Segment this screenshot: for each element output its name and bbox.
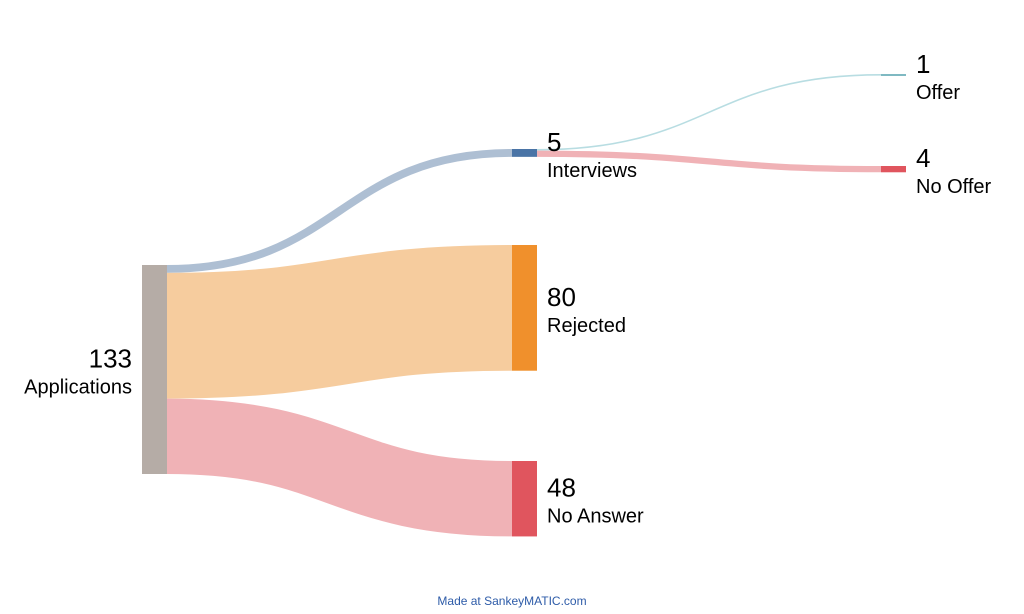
node-no_offer-value: 4 xyxy=(916,143,930,173)
flow-applications-to-interviews xyxy=(166,148,513,273)
node-applications-value: 133 xyxy=(89,343,132,373)
flow-applications-to-rejected xyxy=(166,245,513,399)
node-offer-value: 1 xyxy=(916,49,930,79)
node-no_offer-label: No Offer xyxy=(916,176,992,198)
node-interviews-value: 5 xyxy=(547,127,561,157)
sankey-links xyxy=(166,74,882,537)
node-rejected xyxy=(512,245,537,371)
node-rejected-label: Rejected xyxy=(547,315,626,337)
node-no_answer-value: 48 xyxy=(547,473,576,503)
node-rejected-value: 80 xyxy=(547,282,576,312)
node-offer xyxy=(881,74,906,76)
node-no_offer xyxy=(881,166,906,173)
node-applications xyxy=(142,265,167,474)
flow-applications-to-no_answer xyxy=(166,398,513,537)
node-no_answer-label: No Answer xyxy=(547,506,644,528)
sankey-nodes xyxy=(142,74,906,537)
node-offer-label: Offer xyxy=(916,82,960,104)
flow-interviews-to-offer xyxy=(536,74,882,151)
flow-interviews-to-no_offer xyxy=(536,150,882,173)
node-interviews xyxy=(512,149,537,157)
credit-link[interactable]: Made at SankeyMATIC.com xyxy=(437,594,587,608)
node-interviews-label: Interviews xyxy=(547,160,637,182)
node-applications-label: Applications xyxy=(24,376,132,398)
node-no_answer xyxy=(512,461,537,537)
sankey-labels: 133 Applications 5 Interviews 80 Rejected 48 No… xyxy=(24,49,991,528)
